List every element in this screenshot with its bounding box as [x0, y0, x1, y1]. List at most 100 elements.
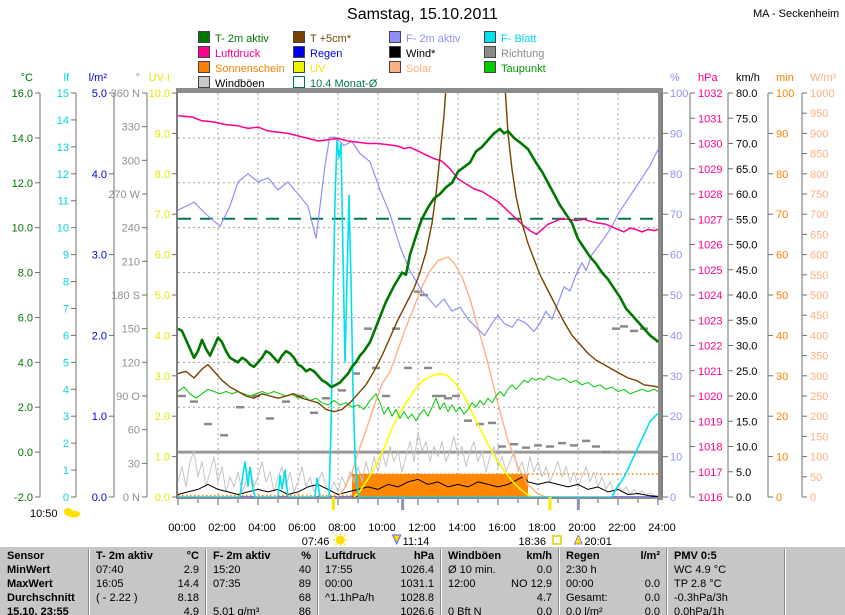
- axis-tick-label: 0: [776, 492, 782, 504]
- legend-label: Wind*: [406, 48, 436, 60]
- axis-unit-label: °C: [21, 72, 33, 84]
- table-row-label: MinWert: [0, 563, 88, 577]
- axis-tick-label: 12.0: [12, 178, 33, 190]
- axis-unit-label: min: [776, 72, 794, 84]
- legend-item-luftdruck[interactable]: Luftdruck: [198, 46, 261, 60]
- cell-value: 1028.8: [400, 592, 434, 604]
- axis-tick-label: 30: [776, 371, 788, 383]
- axis-tick-label: 70.0: [736, 139, 757, 151]
- cell-text: 15.10. 23:55: [7, 606, 69, 615]
- table-cell: 4.9: [88, 605, 205, 615]
- cell-value: 89: [298, 578, 311, 590]
- legend-color-box: [484, 61, 496, 73]
- axis-unit-label: hPa: [698, 72, 718, 84]
- table-cell: 00:00 1031.1: [317, 577, 440, 591]
- table-header-empty: [784, 549, 845, 563]
- axis-tick-label: 1026: [698, 240, 722, 252]
- hour-label: 02:00: [208, 522, 236, 534]
- cell-text: 00:00: [325, 578, 353, 590]
- cell-value: 0.0: [644, 606, 660, 615]
- legend-item-wind-[interactable]: Wind*: [389, 46, 436, 60]
- axis-tick-label: 25.0: [736, 366, 757, 378]
- moonrise-time: 20:01: [584, 536, 612, 546]
- legend-item-t-2m-aktiv[interactable]: T- 2m aktiv: [198, 31, 269, 45]
- sunrise-marker: [331, 497, 335, 510]
- axis-tick-label: 14: [57, 115, 69, 127]
- cell-text: 00:00: [566, 578, 594, 590]
- cell-value: 0.0: [536, 564, 552, 576]
- table-cell: -0.3hPa/3h: [666, 591, 784, 605]
- circle: [335, 535, 345, 545]
- legend-color-box: [293, 46, 305, 58]
- cell-value: l/m²: [640, 550, 660, 562]
- series-t-2m: [177, 127, 659, 389]
- legend-item-f-blatt[interactable]: F- Blatt: [484, 31, 536, 45]
- cell-text: 0.0 l/m²: [566, 606, 603, 615]
- cell-text: WC 4.9 °C: [674, 564, 727, 576]
- legend-item-10-4-monat-[interactable]: 10.4 Monat-Ø: [293, 76, 377, 90]
- legend-item-regen[interactable]: Regen: [293, 46, 343, 60]
- legend-item-solar[interactable]: Solar: [389, 61, 432, 75]
- cell-text: Durchschnitt: [7, 592, 75, 604]
- legend-item-taupunkt[interactable]: Taupunkt: [484, 61, 546, 75]
- axis-tick-label: 10.0: [149, 88, 170, 100]
- table-cell: 0.0 l/m² 0.0: [558, 605, 666, 615]
- cell-text: MaxWert: [7, 578, 53, 590]
- legend-color-box: [198, 31, 210, 43]
- cell-value: 40: [298, 564, 311, 576]
- cell-value: 86: [298, 606, 311, 615]
- legend-item-f-2m-aktiv[interactable]: F- 2m aktiv: [389, 31, 460, 45]
- legend-item-uv[interactable]: UV: [293, 61, 326, 75]
- axis-tick-label: 100: [810, 452, 828, 464]
- axis-tick-label: 80.0: [736, 88, 757, 100]
- axis-tick-label: 0 N: [123, 492, 140, 504]
- table-cell: 2:30 h: [558, 563, 666, 577]
- table-cell: 07:35 89: [205, 577, 317, 591]
- legend-color-box: [484, 31, 496, 43]
- axis-tick-label: 1030: [698, 139, 722, 151]
- axis-tick-label: 0: [63, 492, 69, 504]
- axis-tick-label: 1.0: [92, 411, 107, 423]
- hour-label: 18:00: [528, 522, 556, 534]
- weather-chart[interactable]: °C-2.00.02.04.06.08.010.012.014.016.0lf0…: [0, 0, 845, 546]
- axis-tick-label: 6.0: [18, 312, 33, 324]
- legend-color-box: [389, 31, 401, 43]
- series-t-5cm: [177, 93, 659, 413]
- legend-label: Regen: [310, 48, 343, 60]
- legend-item-richtung[interactable]: Richtung: [484, 46, 544, 60]
- legend-label: UV: [310, 63, 326, 75]
- cell-text: 15:20: [213, 564, 241, 576]
- sunset-time: 18:36: [518, 536, 546, 546]
- cell-value: °C: [186, 550, 199, 562]
- axis-tick-label: 6.0: [155, 250, 170, 262]
- legend-item-windb-en[interactable]: Windböen: [198, 76, 265, 90]
- axis-tick-label: 150: [810, 431, 828, 443]
- table-cell: 0 Bft N 0.0: [440, 605, 558, 615]
- table-cell: Ø 10 min. 0.0: [440, 563, 558, 577]
- axis-tick-label: 3.0: [92, 250, 107, 262]
- cell-text: 07:40: [96, 564, 124, 576]
- axis-tick-label: 330: [122, 122, 140, 134]
- cell-text: 07:35: [213, 578, 241, 590]
- axis-tick-label: 30: [128, 458, 140, 470]
- axis-tick-label: 180 S: [111, 290, 140, 302]
- legend-label: Luftdruck: [215, 48, 261, 60]
- axis-tick-label: 1028: [698, 189, 722, 201]
- axis-tick-label: 270 W: [108, 189, 140, 201]
- axis-tick-label: 2.0: [92, 330, 107, 342]
- axis-tick-label: 8.0: [155, 169, 170, 181]
- legend-item-t-5cm-[interactable]: T +5cm*: [293, 31, 351, 45]
- station-location-label: MA - Seckenheim: [753, 8, 840, 20]
- cell-text: 5.01 g/m³: [213, 606, 260, 615]
- axis-tick-label: 400: [810, 330, 828, 342]
- axis-tick-label: 10: [670, 452, 682, 464]
- legend-item-sonnenschein[interactable]: Sonnenschein: [198, 61, 285, 75]
- axis-tick-label: 1017: [698, 467, 722, 479]
- table-cell-empty: [784, 591, 845, 605]
- legend-color-box: [389, 61, 401, 73]
- status-time: 10:50: [30, 508, 58, 520]
- hour-label: 06:00: [288, 522, 316, 534]
- cell-value: km/h: [526, 550, 552, 562]
- legend-label: Solar: [406, 63, 432, 75]
